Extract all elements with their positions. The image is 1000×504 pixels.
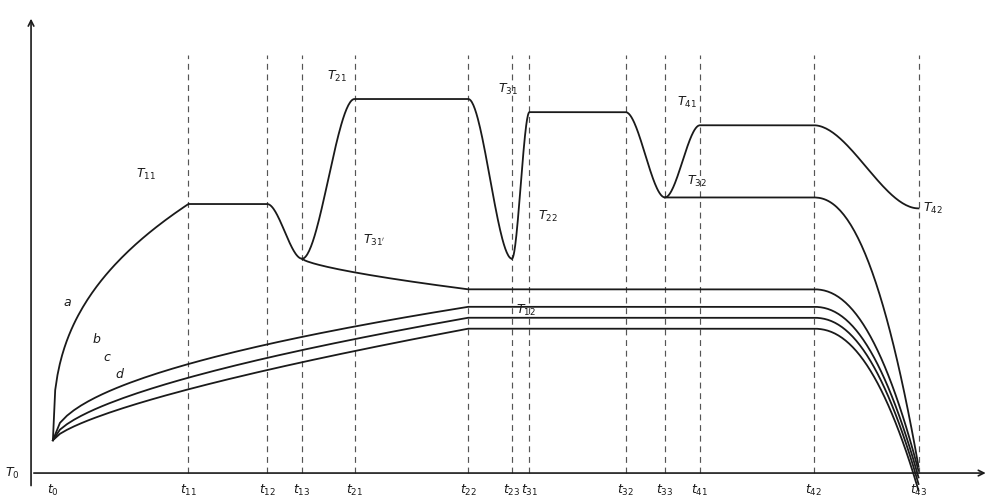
Text: $t_{42}$: $t_{42}$: [805, 483, 822, 498]
Text: $t_{43}$: $t_{43}$: [910, 483, 927, 498]
Text: $T_{21}$: $T_{21}$: [327, 69, 347, 84]
Text: $t_0$: $t_0$: [47, 483, 59, 498]
Text: $t_{21}$: $t_{21}$: [346, 483, 363, 498]
Text: $T_{22}$: $T_{22}$: [538, 209, 558, 224]
Text: $t_{13}$: $t_{13}$: [293, 483, 311, 498]
Text: $T_{41}$: $T_{41}$: [677, 95, 697, 110]
Text: $T_{32}$: $T_{32}$: [687, 173, 707, 188]
Text: $T_{42}$: $T_{42}$: [923, 201, 943, 216]
Text: b: b: [92, 333, 100, 346]
Text: $t_{31}$: $t_{31}$: [521, 483, 538, 498]
Text: $T_{31}$: $T_{31}$: [498, 82, 518, 97]
Text: $T_{31'}$: $T_{31'}$: [363, 233, 386, 248]
Text: $t_{22}$: $t_{22}$: [460, 483, 477, 498]
Text: $t_{33}$: $t_{33}$: [656, 483, 674, 498]
Text: $t_{41}$: $t_{41}$: [691, 483, 709, 498]
Text: $T_0$: $T_0$: [5, 466, 20, 481]
Text: $T_{12}$: $T_{12}$: [516, 302, 536, 318]
Text: $T_{11}$: $T_{11}$: [136, 167, 156, 182]
Text: a: a: [63, 296, 71, 309]
Text: c: c: [104, 351, 110, 364]
Text: d: d: [116, 368, 124, 381]
Text: $t_{11}$: $t_{11}$: [180, 483, 197, 498]
Text: $t_{32}$: $t_{32}$: [617, 483, 634, 498]
Text: $t_{23}$: $t_{23}$: [503, 483, 521, 498]
Text: $t_{12}$: $t_{12}$: [259, 483, 276, 498]
